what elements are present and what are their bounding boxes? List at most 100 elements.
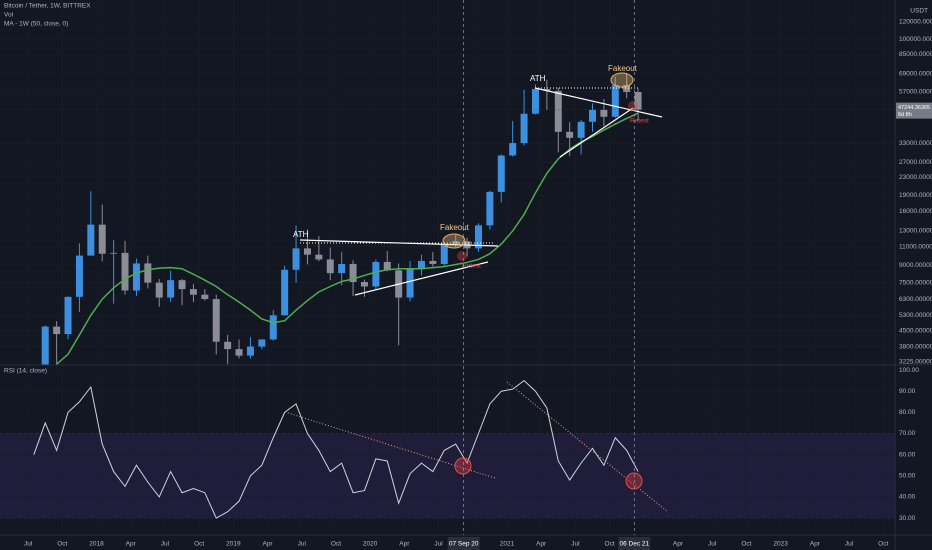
candle-body [566,131,574,138]
x-tick-label: Apr [262,541,273,548]
candle-body [292,248,300,270]
volume-legend: Vol [4,12,14,19]
x-tick-label: Apr [810,541,821,548]
candle-body [132,263,140,291]
x-tick-label: Jul [161,541,170,548]
annotation: ATH [530,74,546,83]
candle-body [509,143,517,156]
x-tick-label: Oct [878,541,888,548]
fakeout-marker [442,233,466,249]
candle-body [588,109,596,122]
candle-body [611,85,619,117]
candle-body [520,113,528,144]
x-tick-label: Oct [741,541,751,548]
background-layer [0,433,895,519]
candle-body [87,224,95,256]
annotation: ATH [293,230,309,239]
candle-body [486,191,494,226]
x-tick-label: 2018 [89,541,104,548]
candle-body [360,282,368,287]
x-tick-label: Oct [605,541,615,548]
candle-body [383,261,391,271]
y-tick-label: 100000.00000 [899,36,932,43]
y-tick-label: 27000.00000 [899,159,932,166]
y-tick-label: 3225.00000 [899,359,932,366]
candle-body [531,89,539,114]
trendline [354,261,489,296]
candle-body [144,263,152,283]
x-tick-label: Apr [536,541,547,548]
y-tick-label: 7500.00000 [899,279,932,286]
candle-body [634,91,642,110]
candle-body [189,289,197,295]
trendline [559,107,634,158]
y-tick-label: 40.00 [899,494,916,501]
x-tick-label: 2023 [773,541,788,548]
annotation: Fakeout [608,64,638,73]
candle-body [372,261,380,287]
chart-title: Bitcoin / Tether, 1W, BITTREX [4,3,91,10]
candle-body [440,243,448,264]
candle-body [349,263,357,283]
candle-body [600,109,608,117]
candle-body [623,85,631,92]
y-tick-label: 85000.00000 [899,51,932,58]
candle-body [417,260,425,270]
candle-body [201,294,209,300]
x-tick-label: Jul [845,541,854,548]
rsi-retest-marker [454,457,472,475]
x-tick-label: Apr [399,541,410,548]
x-tick-label: 2020 [363,541,378,548]
x-tick-label: Apr [126,541,137,548]
countdown: 6d 8h [898,112,912,118]
candle-body [30,373,37,387]
rsi-trendline [284,411,496,479]
annotation: Fakeout [440,223,470,232]
candle-body [235,349,243,356]
y-tick-label: 70.00 [899,430,916,437]
y-tick-label: 5300.00000 [899,312,932,319]
y-tick-label: 30.00 [899,515,916,522]
candle-body [315,254,323,260]
candle-body [75,255,83,297]
x-tick-label: Jul [708,541,717,548]
x-tick-label: Oct [57,541,67,548]
candle-body [554,90,562,132]
y-tick-label: 6300.00000 [899,296,932,303]
x-tick-label: Jul [24,541,33,548]
drawings [284,72,669,513]
y-tick-label: 120000.00000 [899,19,932,26]
x-tick-label: Oct [194,541,204,548]
date-marker-box [618,537,651,550]
x-tick-label: Jul [434,541,443,548]
retest-marker [457,251,467,261]
price-pane [0,74,895,387]
candle-body [224,341,232,350]
candle-body [64,296,72,335]
candle-body [269,315,277,340]
annotation: Retest [630,118,649,125]
candle-body [98,224,106,254]
fakeout-marker [610,72,634,88]
ma-legend: MA - 1W (50, close, 0) [4,21,68,28]
retest-marker [628,101,638,111]
candle-body [281,269,289,316]
y-tick-label: 13000.00000 [899,228,932,235]
rsi-title: RSI (14, close) [4,368,47,375]
y-tick-label: 100.00 [899,367,919,374]
candle-body [577,121,585,138]
candle-body [452,241,460,244]
candle-body [543,89,551,91]
y-tick-label: 11000.00000 [899,243,932,250]
x-tick-label: 2019 [226,541,241,548]
candle-body [178,280,186,290]
candle-body [258,339,266,347]
candle-body [212,299,220,342]
candle-body [41,326,49,365]
candle-body [121,252,129,291]
candle-body [429,260,437,264]
ma-line [56,112,639,365]
rsi-pane [33,379,639,519]
candle-body [497,155,505,192]
